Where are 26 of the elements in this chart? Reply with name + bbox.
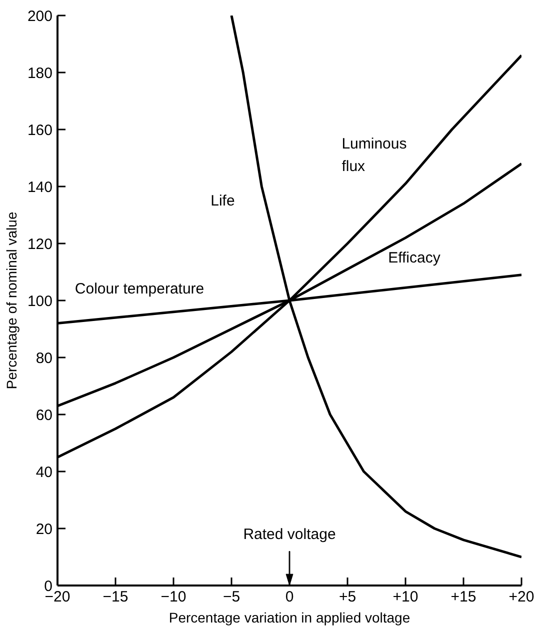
y-tick-label: 20 (36, 521, 53, 538)
series-label: Efficacy (388, 249, 441, 266)
x-tick-label: +20 (508, 588, 534, 606)
y-tick-label: 40 (36, 464, 53, 481)
y-tick-label: 60 (36, 407, 53, 424)
x-tick-label: +15 (450, 588, 476, 606)
x-tick-label: −5 (222, 588, 240, 606)
y-tick-label: 120 (27, 236, 53, 253)
x-tick-label: −15 (102, 588, 128, 606)
x-tick-label: +5 (338, 588, 356, 606)
series-label: Life (210, 192, 235, 210)
y-tick-label: 80 (36, 350, 53, 367)
ref-line-label: Rated voltage (243, 526, 336, 543)
x-tick-label: +10 (392, 588, 418, 606)
y-tick-label: 160 (27, 122, 53, 139)
y-tick-label: 140 (27, 179, 53, 196)
y-tick-label: 100 (27, 293, 53, 310)
x-tick-label: −10 (160, 588, 186, 606)
y-axis-title: Percentage of nominal value (3, 212, 20, 390)
y-tick-label: 200 (27, 8, 53, 25)
x-axis-title: Percentage variation in applied voltage (168, 610, 410, 626)
series-label: Luminous flux (342, 135, 407, 176)
y-tick-label: 180 (27, 65, 53, 82)
x-tick-label: 0 (285, 588, 294, 606)
series-label: Colour temperature (74, 280, 204, 298)
y-tick-label: 0 (44, 578, 52, 595)
